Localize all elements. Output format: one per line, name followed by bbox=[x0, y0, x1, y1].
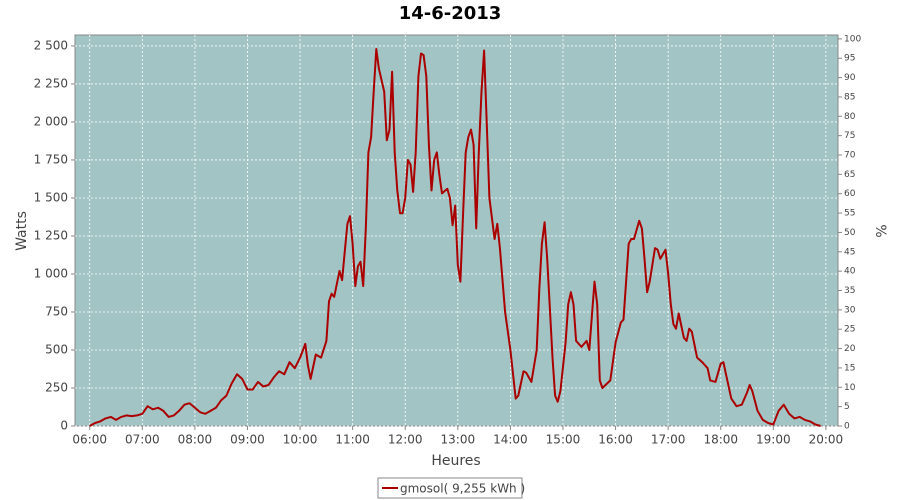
x-tick-label: 12:00 bbox=[388, 433, 423, 447]
x-tick-label: 10:00 bbox=[283, 433, 318, 447]
y-tick-label: 2 250 bbox=[34, 76, 68, 90]
x-tick-label: 19:00 bbox=[756, 433, 791, 447]
y-tick-label: 250 bbox=[45, 380, 68, 394]
x-tick-label: 14:00 bbox=[493, 433, 528, 447]
y2-tick-label: 15 bbox=[844, 363, 855, 373]
y2-tick-label: 25 bbox=[844, 325, 855, 335]
x-tick-label: 08:00 bbox=[178, 433, 213, 447]
y2-tick-label: 35 bbox=[844, 286, 855, 296]
x-tick-label: 09:00 bbox=[230, 433, 265, 447]
y2-tick-label: 100 bbox=[844, 34, 861, 44]
x-tick-label: 16:00 bbox=[598, 433, 633, 447]
y2-tick-label: 0 bbox=[844, 422, 850, 432]
x-tick-label: 18:00 bbox=[703, 433, 738, 447]
y-tick-label: 1 000 bbox=[34, 266, 68, 280]
x-axis-label: Heures bbox=[431, 453, 480, 469]
y2-tick-label: 45 bbox=[844, 247, 855, 257]
x-tick-label: 06:00 bbox=[72, 433, 107, 447]
y2-axis-label: % bbox=[872, 224, 888, 237]
x-tick-label: 17:00 bbox=[651, 433, 686, 447]
x-tick-label: 15:00 bbox=[546, 433, 581, 447]
y2-tick-label: 5 bbox=[844, 402, 850, 412]
chart-title: 14-6-2013 bbox=[399, 3, 502, 24]
y2-tick-label: 55 bbox=[844, 209, 855, 219]
x-tick-label: 11:00 bbox=[335, 433, 370, 447]
y-tick-label: 0 bbox=[60, 419, 68, 433]
y2-tick-label: 60 bbox=[844, 189, 856, 199]
y-tick-label: 750 bbox=[45, 304, 68, 318]
y2-tick-label: 30 bbox=[844, 305, 856, 315]
y-tick-label: 500 bbox=[45, 342, 68, 356]
y-tick-label: 1 500 bbox=[34, 190, 68, 204]
x-tick-label: 13:00 bbox=[441, 433, 476, 447]
y2-tick-label: 70 bbox=[844, 151, 856, 161]
y2-tick-label: 80 bbox=[844, 112, 856, 122]
y2-tick-label: 95 bbox=[844, 54, 855, 64]
legend-label: gmosol( 9,255 kWh ) bbox=[400, 482, 525, 496]
y2-tick-label: 50 bbox=[844, 228, 856, 238]
y-tick-label: 1 750 bbox=[34, 152, 68, 166]
y2-tick-label: 10 bbox=[844, 383, 856, 393]
y2-tick-label: 90 bbox=[844, 73, 856, 83]
y-tick-label: 2 500 bbox=[34, 38, 68, 52]
y2-tick-label: 20 bbox=[844, 344, 856, 354]
line-series bbox=[89, 48, 821, 427]
legend-box bbox=[377, 477, 523, 499]
y2-tick-label: 65 bbox=[844, 170, 855, 180]
y2-tick-label: 85 bbox=[844, 92, 855, 102]
y-tick-label: 2 000 bbox=[34, 114, 68, 128]
x-tick-label: 20:00 bbox=[809, 433, 844, 447]
y2-tick-label: 75 bbox=[844, 131, 855, 141]
y-axis-label: Watts bbox=[14, 211, 30, 251]
x-tick-label: 07:00 bbox=[125, 433, 160, 447]
y2-tick-label: 40 bbox=[844, 267, 856, 277]
y-tick-label: 1 250 bbox=[34, 228, 68, 242]
